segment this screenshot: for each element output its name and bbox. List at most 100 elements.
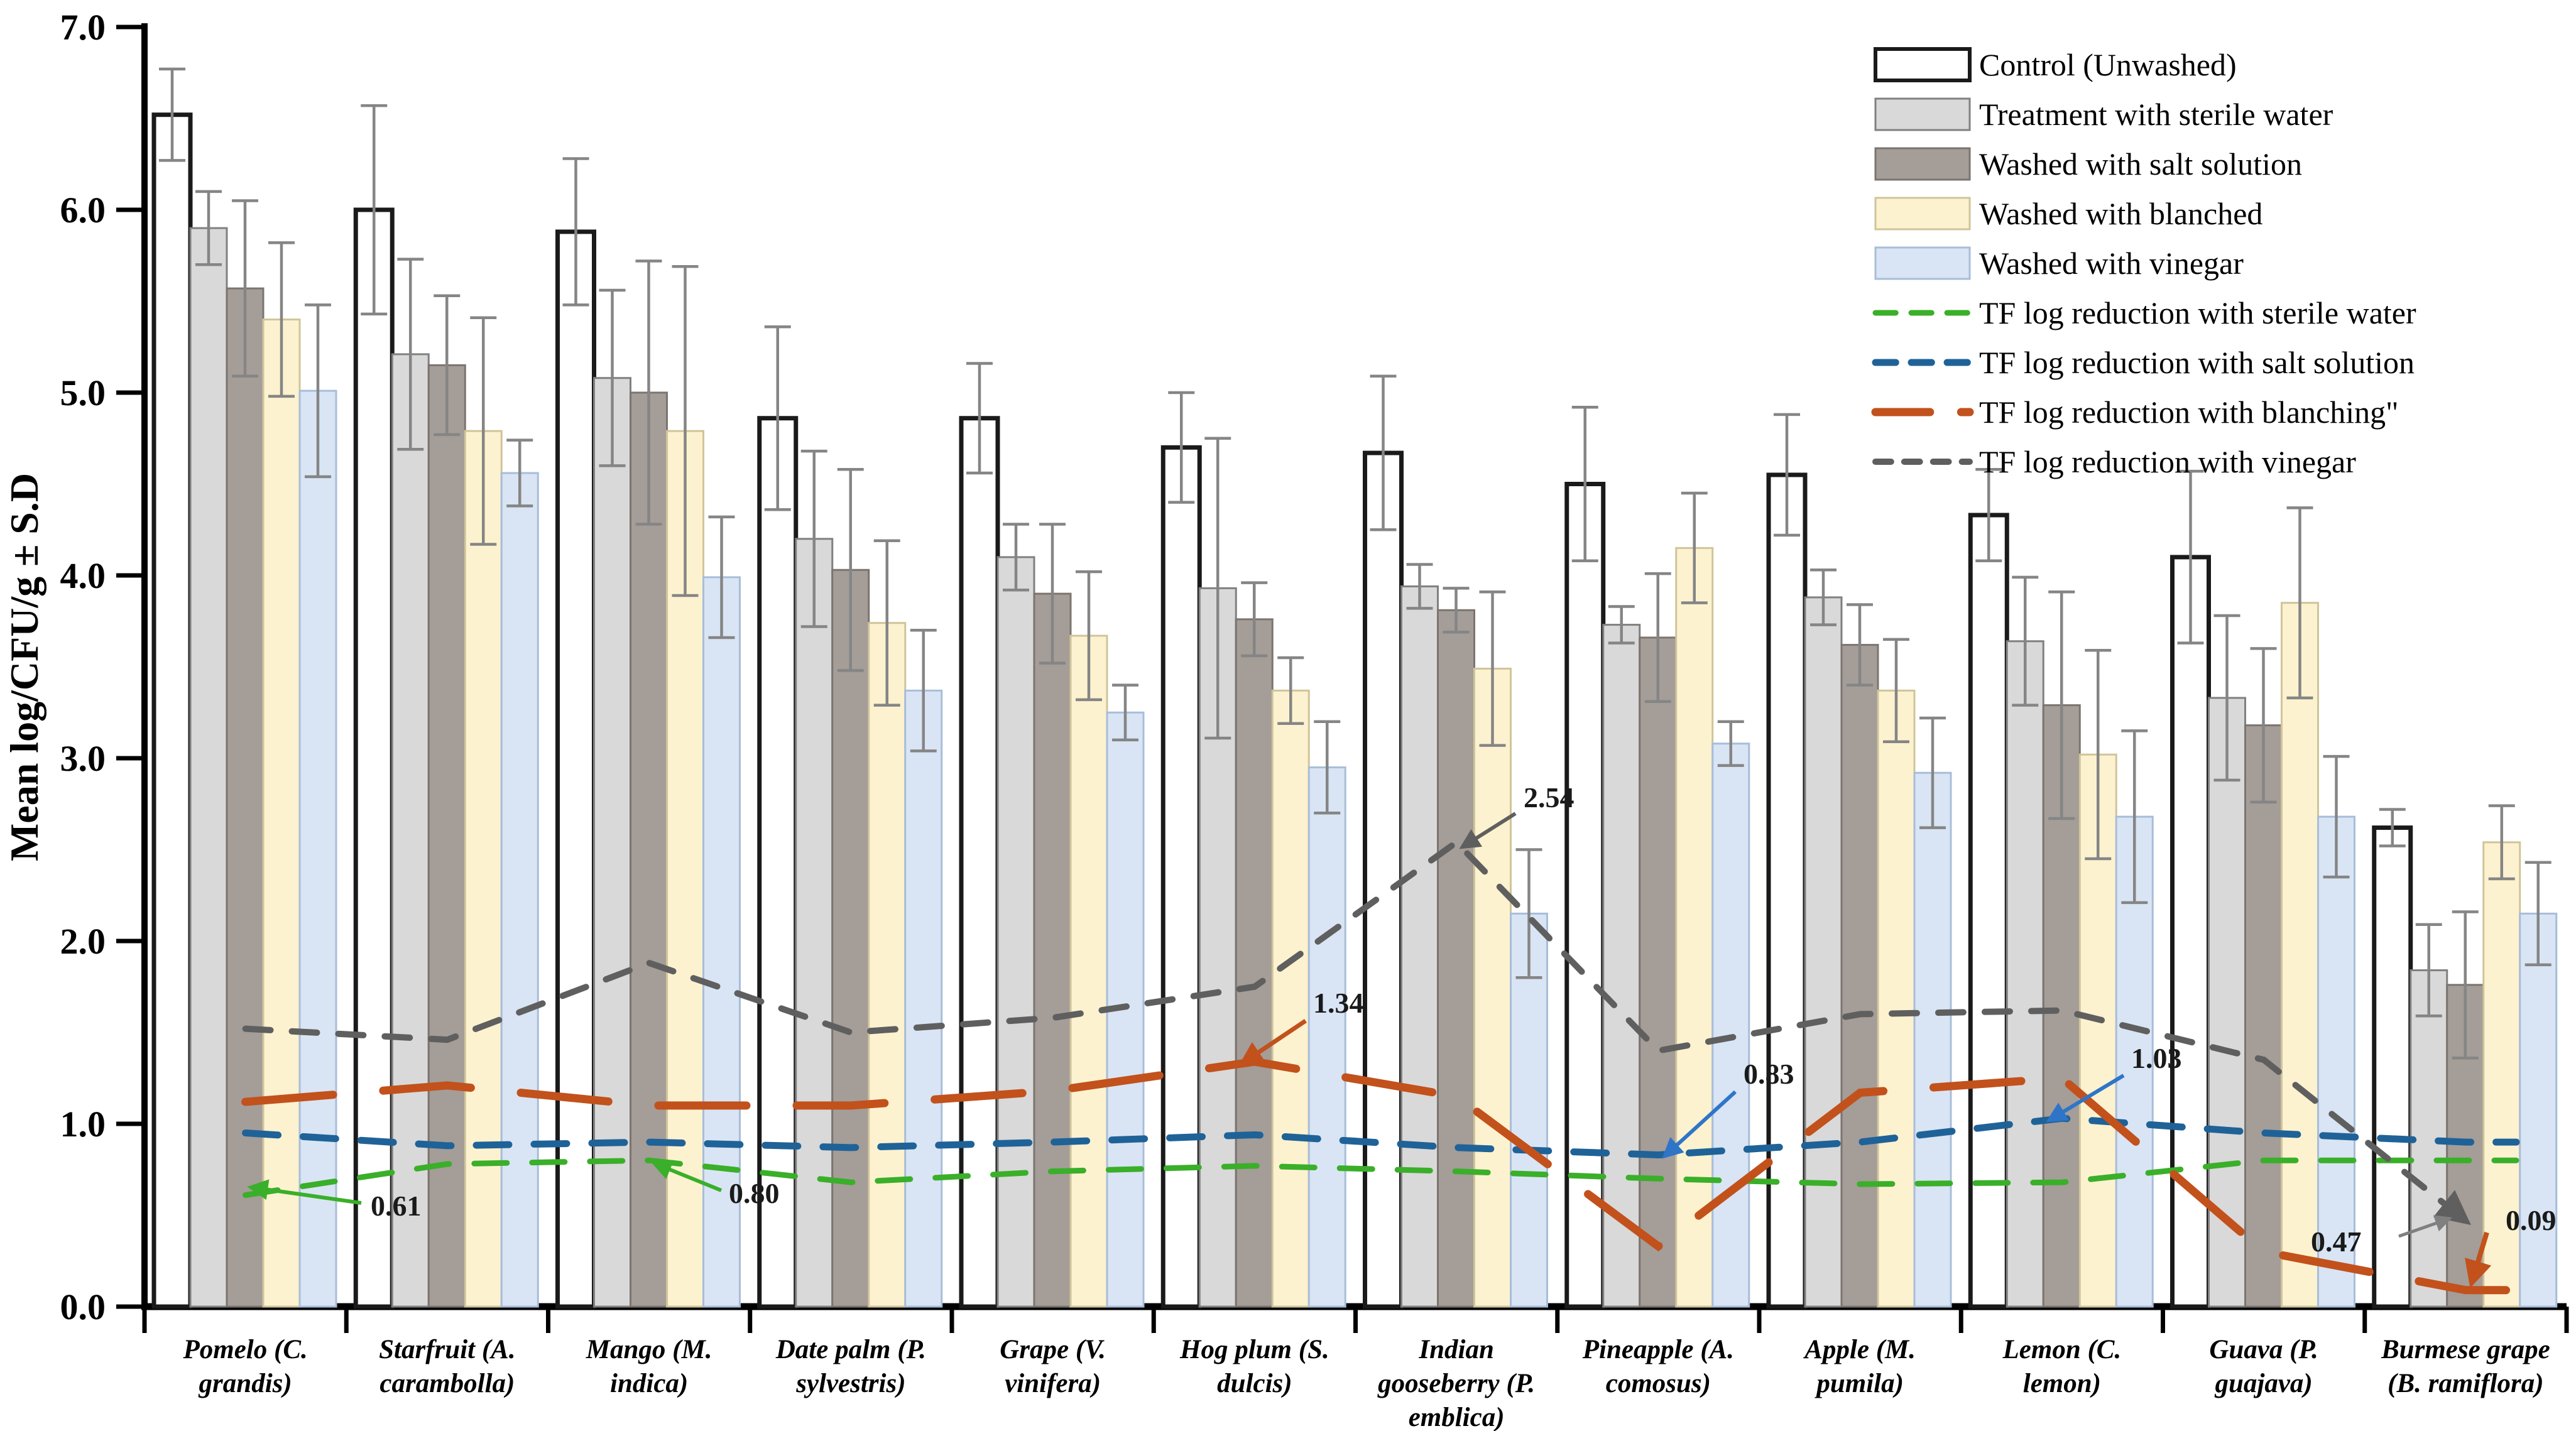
legend-item: TF log reduction with salt solution bbox=[1872, 345, 2415, 380]
legend-item: TF log reduction with sterile water bbox=[1872, 295, 2416, 330]
bar bbox=[757, 416, 799, 1309]
legend-label: TF log reduction with vinegar bbox=[1979, 444, 2356, 479]
legend-item: Treatment with sterile water bbox=[1874, 97, 2333, 132]
annotation-label: 0.47 bbox=[2311, 1226, 2362, 1258]
bar bbox=[1069, 634, 1108, 1308]
bar bbox=[1160, 445, 1202, 1309]
x-category-label: Burmese grape (B. ramiflora) bbox=[2381, 1335, 2550, 1398]
bar bbox=[1271, 689, 1310, 1308]
bar-series bbox=[189, 190, 2448, 1308]
bar-groups bbox=[151, 67, 2558, 1309]
legend-label: Washed with vinegar bbox=[1979, 246, 2244, 281]
annotation-arrow bbox=[1238, 1019, 1307, 1066]
annotation-label: 0.80 bbox=[729, 1177, 780, 1209]
axes: 0.0 1.0 2.0 3.0 4.0 5.0 6.0 7.0 Mean log/CFU/g ±… bbox=[2, 7, 2569, 1333]
legend-label: Control (Unwashed) bbox=[1979, 47, 2237, 82]
bar-series bbox=[262, 241, 2521, 1308]
bar bbox=[1602, 624, 1641, 1308]
bar bbox=[1804, 596, 1843, 1308]
bar bbox=[1711, 743, 1750, 1308]
bar bbox=[996, 556, 1035, 1308]
bar bbox=[298, 389, 337, 1308]
annotation-arrow bbox=[1459, 812, 1517, 849]
bar bbox=[1437, 609, 1475, 1308]
bar bbox=[2170, 555, 2211, 1309]
x-category-label: Mango (M. indica) bbox=[586, 1335, 712, 1398]
bar bbox=[2482, 841, 2521, 1308]
legend-label: TF log reduction with sterile water bbox=[1979, 295, 2416, 330]
bar bbox=[904, 689, 943, 1308]
legend-label: Washed with salt solution bbox=[1979, 146, 2302, 182]
x-category-label: Date palm (P. sylvestris) bbox=[775, 1335, 926, 1398]
legend-item: Washed with salt solution bbox=[1874, 146, 2302, 182]
y-axis-title: Mean log/CFU/g ± S.D bbox=[2, 473, 46, 861]
legend-swatch bbox=[1874, 147, 1971, 181]
bar bbox=[2519, 912, 2558, 1308]
bar-series bbox=[226, 199, 2485, 1308]
x-category-label: Hog plum (S. dulcis) bbox=[1179, 1335, 1329, 1398]
legend: Control (Unwashed) Treatment with sterile… bbox=[1871, 47, 2416, 479]
legend-swatch bbox=[1874, 97, 1971, 131]
legend-item: TF log reduction with vinegar bbox=[1872, 444, 2356, 479]
y-tick-label: 2.0 bbox=[60, 921, 106, 962]
bar bbox=[151, 112, 193, 1309]
bar bbox=[262, 318, 301, 1308]
annotation-label: 1.03 bbox=[2131, 1042, 2182, 1074]
legend-item: Washed with vinegar bbox=[1874, 246, 2244, 281]
bar bbox=[2281, 602, 2319, 1308]
legend-swatch bbox=[1874, 47, 1972, 82]
bar bbox=[1840, 644, 1879, 1308]
y-tick-label: 1.0 bbox=[60, 1104, 106, 1145]
bar bbox=[831, 569, 870, 1308]
bar bbox=[427, 364, 466, 1308]
bar bbox=[1675, 547, 1714, 1308]
y-tick-label: 4.0 bbox=[60, 555, 106, 596]
bar bbox=[795, 538, 834, 1308]
x-category-label: Starfruit (A. carambolla) bbox=[379, 1335, 515, 1398]
legend-label: Washed with blanched bbox=[1979, 196, 2262, 231]
x-category-label: Guava (P. guajava) bbox=[2209, 1335, 2318, 1398]
y-tick-label: 6.0 bbox=[60, 190, 106, 231]
legend-swatch bbox=[1874, 197, 1971, 231]
annotation-label: 0.61 bbox=[371, 1190, 422, 1222]
bar bbox=[1510, 912, 1548, 1308]
bar bbox=[226, 287, 265, 1308]
legend-swatch bbox=[1874, 246, 1971, 280]
bar bbox=[1235, 618, 1274, 1308]
y-tick-label: 5.0 bbox=[60, 373, 106, 413]
annotation-arrow bbox=[2046, 1074, 2125, 1123]
legend-item: TF log reduction with blanching" bbox=[1871, 394, 2399, 430]
bar-series bbox=[298, 303, 2558, 1308]
annotation-label: 0.09 bbox=[2506, 1204, 2557, 1236]
line-series bbox=[243, 1157, 2519, 1198]
annotation-arrow bbox=[650, 1160, 723, 1192]
annotation-arrow bbox=[247, 1179, 362, 1205]
bar bbox=[2006, 640, 2044, 1308]
bar bbox=[1400, 585, 1439, 1308]
bar bbox=[1473, 667, 1512, 1308]
legend-item: Control (Unwashed) bbox=[1874, 47, 2237, 82]
annotation-arrow bbox=[2398, 1215, 2453, 1238]
x-category-label: Pineapple (A. comosus) bbox=[1582, 1335, 1734, 1398]
annotation-label: 0.83 bbox=[1744, 1058, 1794, 1090]
line-series bbox=[242, 1114, 2520, 1158]
line-series-group bbox=[241, 838, 2521, 1295]
line-series bbox=[242, 838, 2471, 1226]
annotations: 0.61 0.80 1.34 2.54 0.83 1.03 0.47 0.09 bbox=[247, 781, 2557, 1288]
y-tick-label: 3.0 bbox=[60, 738, 106, 779]
annotation-arrow bbox=[2465, 1231, 2492, 1288]
bar bbox=[1913, 771, 1952, 1308]
x-category-label: Apple (M. pumila) bbox=[1803, 1335, 1916, 1398]
x-category-label: Lemon (C. lemon) bbox=[2002, 1335, 2122, 1398]
bar bbox=[189, 227, 228, 1308]
x-category-label: Indian gooseberry (P. emblica) bbox=[1377, 1335, 1535, 1431]
bar bbox=[2244, 724, 2283, 1308]
bar bbox=[391, 353, 430, 1308]
bar bbox=[464, 430, 503, 1308]
annotation-label: 1.34 bbox=[1313, 987, 1364, 1019]
bar bbox=[1307, 766, 1346, 1308]
bar bbox=[868, 622, 907, 1308]
annotation-label: 2.54 bbox=[1524, 781, 1575, 813]
